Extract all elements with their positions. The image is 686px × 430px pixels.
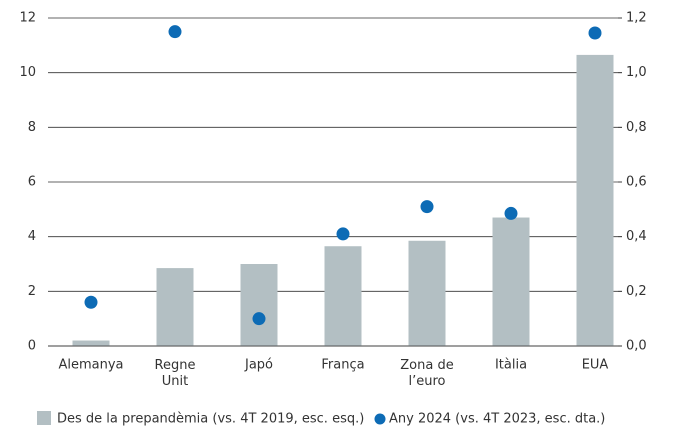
y2-tick-label: 0,0 [626,339,647,354]
dot [588,26,602,40]
x-tick-label: Zona de l’euro [400,358,453,389]
dot [336,227,350,241]
x-tick-label: Itàlia [495,358,527,373]
y-tick-label: 2 [28,284,36,299]
y-tick-label: 10 [19,65,36,80]
bar [408,240,446,346]
y2-tick-label: 1,0 [626,65,647,80]
y2-tick-label: 0,8 [626,120,647,135]
y-tick-label: 0 [28,339,36,354]
y-tick-label: 6 [28,175,36,190]
bar [72,340,110,346]
x-tick-label: Regne Unit [155,358,196,389]
bar [324,246,362,346]
dot [252,312,266,326]
dot [84,295,98,309]
legend-swatch [37,411,51,425]
y2-tick-label: 0,6 [626,175,647,190]
dot [168,25,182,39]
y2-tick-label: 0,2 [626,284,647,299]
legend-label: Any 2024 (vs. 4T 2023, esc. dta.) [389,412,605,427]
legend-label: Des de la prepandèmia (vs. 4T 2019, esc.… [57,412,364,427]
x-tick-label: Alemanya [58,358,123,373]
y-tick-label: 8 [28,120,36,135]
bar [240,264,278,346]
bar [576,54,614,347]
bar [492,217,530,346]
legend-swatch [374,413,386,425]
y2-tick-label: 1,2 [626,11,647,26]
x-tick-label: EUA [582,358,609,373]
y-tick-label: 12 [19,11,36,26]
y-tick-label: 4 [28,229,36,244]
x-tick-label: Japó [244,358,273,373]
bar [156,268,194,346]
dot [504,206,518,220]
x-tick-label: França [321,358,364,373]
y2-tick-label: 0,4 [626,229,647,244]
dot [420,200,434,214]
